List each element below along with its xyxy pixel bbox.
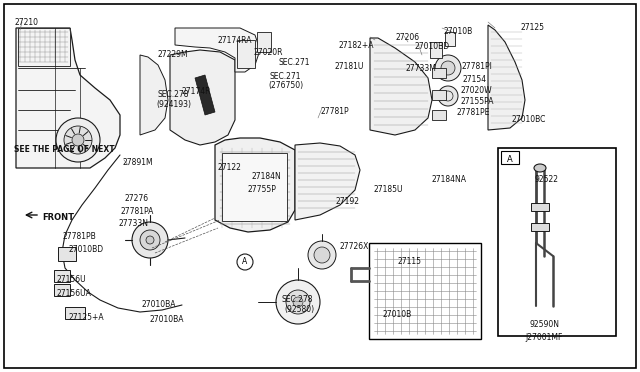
Bar xyxy=(65,307,85,319)
Bar xyxy=(58,247,76,261)
Text: SEE THE PAGE OF NEXT: SEE THE PAGE OF NEXT xyxy=(14,145,115,154)
Polygon shape xyxy=(170,50,235,145)
Text: 27755P: 27755P xyxy=(247,185,276,194)
Circle shape xyxy=(314,247,330,263)
Bar xyxy=(432,90,446,100)
Circle shape xyxy=(308,241,336,269)
Text: 27125: 27125 xyxy=(521,23,545,32)
Bar xyxy=(531,223,549,231)
Text: 27156UA: 27156UA xyxy=(56,289,91,298)
Text: 27125+A: 27125+A xyxy=(68,313,104,322)
Ellipse shape xyxy=(534,164,546,172)
Text: 27156U: 27156U xyxy=(56,275,86,284)
Text: FRONT: FRONT xyxy=(42,213,74,222)
Bar xyxy=(54,284,70,296)
Circle shape xyxy=(293,297,303,307)
Bar xyxy=(369,243,481,339)
Text: 27010BA: 27010BA xyxy=(150,315,184,324)
Text: 27210: 27210 xyxy=(14,18,38,27)
Text: 27184NA: 27184NA xyxy=(432,175,467,184)
Text: A: A xyxy=(243,257,248,266)
Bar xyxy=(498,148,616,336)
Text: 27276: 27276 xyxy=(124,194,148,203)
Text: SEC.278: SEC.278 xyxy=(158,90,189,99)
Polygon shape xyxy=(16,28,120,168)
Text: 27020W: 27020W xyxy=(461,86,493,95)
Text: 27781PB: 27781PB xyxy=(62,232,96,241)
Polygon shape xyxy=(488,25,525,130)
Text: 27115: 27115 xyxy=(398,257,422,266)
Text: 27010B: 27010B xyxy=(444,27,473,36)
Text: 27174R: 27174R xyxy=(182,87,211,96)
Circle shape xyxy=(64,126,92,154)
Bar xyxy=(432,68,446,78)
Text: 27174RA: 27174RA xyxy=(218,36,253,45)
Text: SEC.271: SEC.271 xyxy=(270,72,301,81)
Circle shape xyxy=(441,61,455,75)
Text: 27726X: 27726X xyxy=(340,242,369,251)
Bar xyxy=(222,153,287,221)
Text: SEC.278: SEC.278 xyxy=(282,295,314,304)
Text: 27229M: 27229M xyxy=(158,50,189,59)
Text: 27010BC: 27010BC xyxy=(512,115,547,124)
Text: SEC.271: SEC.271 xyxy=(279,58,310,67)
Polygon shape xyxy=(295,143,360,220)
Text: 27781PI: 27781PI xyxy=(462,62,493,71)
Bar xyxy=(432,110,446,120)
Text: 27154: 27154 xyxy=(463,75,487,84)
Polygon shape xyxy=(195,75,215,115)
Bar xyxy=(237,40,255,68)
Text: 27184N: 27184N xyxy=(251,172,281,181)
Text: (924193): (924193) xyxy=(156,100,191,109)
Bar xyxy=(257,32,271,52)
Circle shape xyxy=(72,134,84,146)
Circle shape xyxy=(56,118,100,162)
Bar xyxy=(54,270,70,282)
Text: 27192: 27192 xyxy=(336,197,360,206)
Text: J27001MF: J27001MF xyxy=(525,333,563,342)
Text: 27781PA: 27781PA xyxy=(120,207,154,216)
Circle shape xyxy=(435,55,461,81)
Text: 92522: 92522 xyxy=(535,175,559,184)
Circle shape xyxy=(286,290,310,314)
Bar xyxy=(445,32,455,46)
Text: 27206: 27206 xyxy=(396,33,420,42)
Circle shape xyxy=(438,86,458,106)
Bar xyxy=(501,151,519,164)
Text: 27733M: 27733M xyxy=(406,64,437,73)
Text: 27781PE: 27781PE xyxy=(457,108,490,117)
Text: 27020R: 27020R xyxy=(253,48,282,57)
Text: 27891M: 27891M xyxy=(122,158,152,167)
Polygon shape xyxy=(215,138,295,232)
Circle shape xyxy=(140,230,160,250)
Text: 27010BA: 27010BA xyxy=(142,300,177,309)
Text: (276750): (276750) xyxy=(268,81,303,90)
Polygon shape xyxy=(370,38,432,135)
Circle shape xyxy=(132,222,168,258)
Bar xyxy=(430,42,442,58)
Bar xyxy=(531,203,549,211)
Text: 27010B: 27010B xyxy=(383,310,412,319)
Text: 27733N: 27733N xyxy=(118,219,148,228)
Text: A: A xyxy=(507,154,513,164)
Circle shape xyxy=(237,254,253,270)
Polygon shape xyxy=(140,55,168,135)
Text: 27182+A: 27182+A xyxy=(339,41,374,50)
Text: 27181U: 27181U xyxy=(335,62,364,71)
Circle shape xyxy=(146,236,154,244)
Text: 27155PA: 27155PA xyxy=(461,97,495,106)
Polygon shape xyxy=(175,28,260,72)
Text: 27010BD: 27010BD xyxy=(415,42,450,51)
Bar xyxy=(18,28,70,66)
Text: 27122: 27122 xyxy=(218,163,242,172)
Text: 27010BD: 27010BD xyxy=(68,245,103,254)
Text: 92590N: 92590N xyxy=(530,320,560,329)
Text: (92580): (92580) xyxy=(284,305,314,314)
Circle shape xyxy=(276,280,320,324)
Text: 27185U: 27185U xyxy=(374,185,403,194)
Text: 27781P: 27781P xyxy=(321,107,349,116)
